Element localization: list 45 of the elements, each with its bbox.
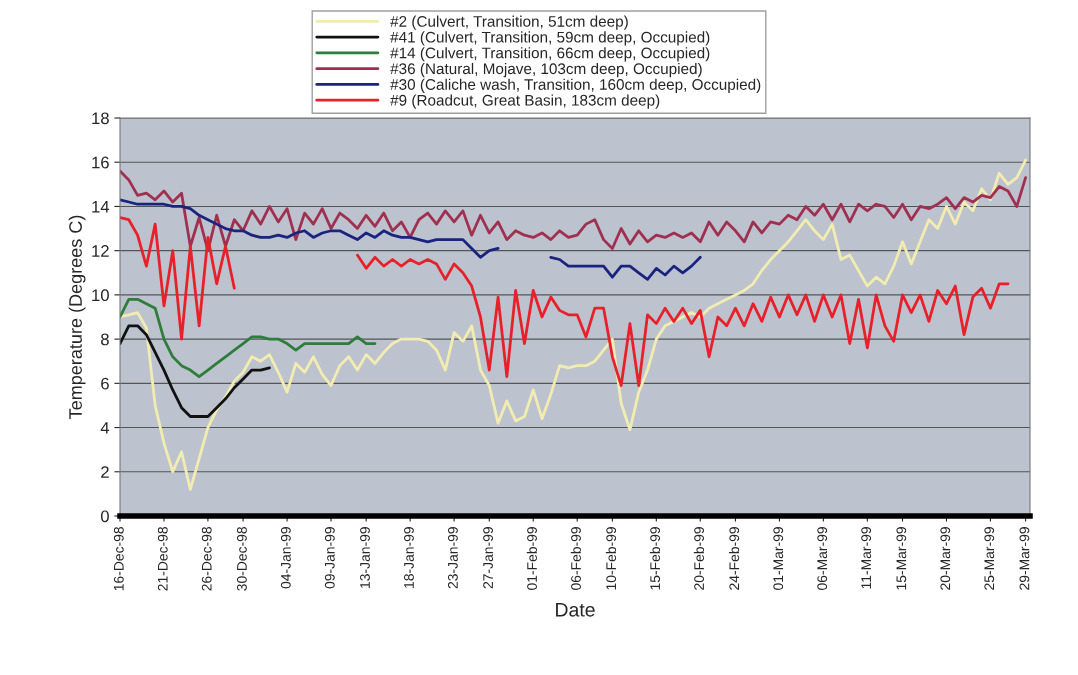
y-tick-label: 16	[92, 156, 109, 169]
y-tick-label: 18	[92, 112, 109, 125]
x-tick-label: 25-Mar-99	[984, 527, 995, 590]
legend-label: #36 (Natural, Mojave, 103cm deep, Occupied)	[390, 62, 702, 78]
y-tick-label: 10	[92, 289, 109, 302]
x-tick-label: 18-Jan-99	[404, 527, 414, 588]
y-tick-label: 14	[92, 201, 110, 213]
x-tick-label: 09-Jan-99	[324, 527, 335, 589]
x-tick-label: 10-Feb-99	[605, 527, 617, 590]
y-tick-label: 6	[101, 377, 109, 390]
x-tick-label: 27-Jan-99	[483, 527, 493, 589]
x-tick-label: 06-Feb-99	[570, 527, 581, 590]
x-tick-label: 15-Mar-99	[896, 527, 907, 590]
x-tick-label: 21-Dec-98	[157, 527, 168, 591]
x-tick-label: 04-Jan-99	[280, 527, 291, 589]
x-tick-label: 24-Feb-99	[728, 527, 740, 590]
x-tick-label: 11-Mar-99	[861, 527, 872, 589]
x-tick-label: 01-Mar-99	[773, 527, 784, 590]
line-series	[120, 324, 271, 418]
legend-label: #30 (Caliche wash, Transition, 160cm deep, Occupied)	[390, 78, 761, 93]
x-tick-label: 23-Jan-99	[448, 527, 458, 589]
x-tick-label: 16-Dec-98	[113, 527, 124, 591]
x-tick-label: 30-Dec-98	[236, 527, 247, 591]
y-axis-title: Temperature (Degrees C)	[68, 215, 86, 419]
y-tick-label: 12	[92, 245, 109, 257]
y-tick-label: 4	[100, 422, 110, 434]
x-tick-label: 06-Mar-99	[817, 527, 828, 590]
x-axis-title: Date	[556, 603, 595, 617]
x-tick-label: 01-Feb-99	[526, 527, 537, 590]
legend-label: #14 (Culvert, Transition, 66cm deep, Occupied)	[390, 47, 710, 62]
line-series	[120, 169, 1027, 253]
x-tick-label: 15-Feb-99	[649, 527, 661, 590]
y-tick-label: 0	[100, 510, 109, 523]
x-tick-label: 20-Mar-99	[940, 527, 951, 590]
line-series	[120, 297, 377, 379]
legend-label: #9 (Roadcut, Great Basin, 183cm deep)	[390, 94, 660, 109]
legend-label: #2 (Culvert, Transition, 51cm deep)	[390, 15, 628, 30]
x-tick-label: 13-Jan-99	[360, 527, 370, 588]
x-tick-label: 26-Dec-98	[201, 527, 212, 591]
line-series	[120, 158, 1027, 491]
y-tick-label: 8	[101, 333, 109, 346]
x-tick-label: 20-Feb-99	[693, 527, 705, 590]
legend-label: #41 (Culvert, Transition, 59cm deep, Occupied)	[390, 31, 710, 46]
x-tick-label: 29-Mar-99	[1019, 527, 1030, 590]
y-tick-label: 2	[101, 466, 109, 478]
